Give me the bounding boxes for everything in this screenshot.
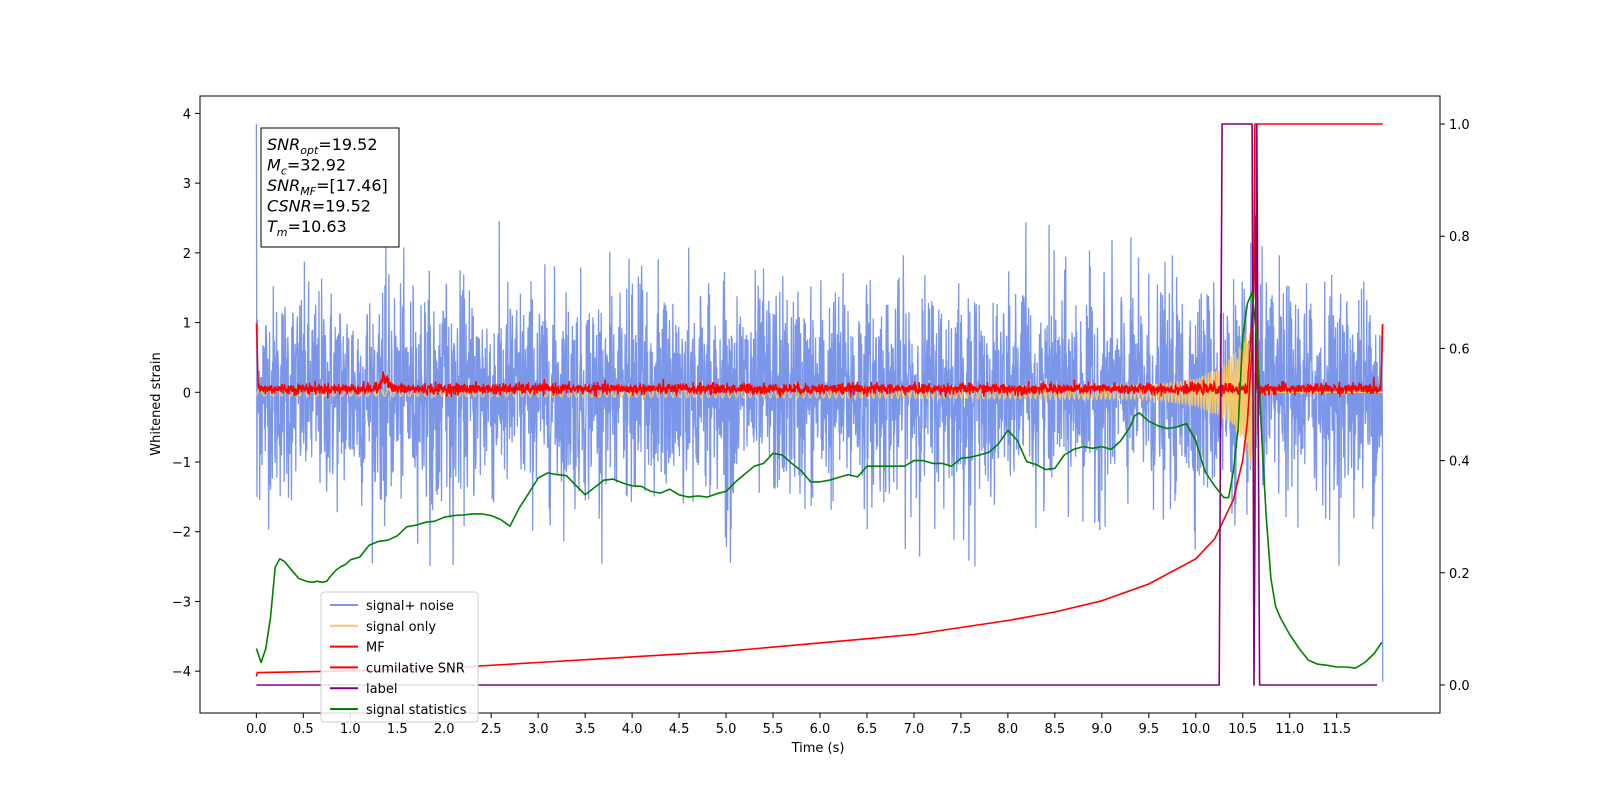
y-right-tick-label: 0.6 [1449, 342, 1470, 357]
x-tick-label: 8.5 [1045, 722, 1066, 737]
series-layer [255, 123, 1384, 686]
y-tick-label: −1 [172, 456, 191, 471]
annotation-line: Mc=32.92 [267, 156, 346, 178]
y-axis-label: Whitened strain [149, 352, 164, 455]
y-right-tick-label: 0.4 [1449, 455, 1470, 470]
y-tick-label: 2 [183, 247, 191, 262]
y-tick-label: 4 [183, 107, 191, 122]
y-tick-label: −4 [172, 665, 191, 680]
x-tick-label: 5.5 [763, 722, 784, 737]
x-tick-label: 0.5 [293, 722, 314, 737]
annotation-line: Tm=10.63 [267, 217, 347, 239]
series-signal-statistics [255, 291, 1383, 669]
x-tick-label: 10.0 [1181, 722, 1210, 737]
y-tick-label: 0 [183, 386, 191, 401]
y-right-tick-label: 0.2 [1449, 567, 1470, 582]
x-tick-label: 6.5 [857, 722, 878, 737]
x-tick-label: 1.5 [387, 722, 408, 737]
y-tick-label: −2 [172, 526, 191, 541]
x-tick-label: 2.5 [481, 722, 502, 737]
y-right-tick-label: 0.0 [1449, 679, 1470, 694]
x-tick-label: 8.0 [998, 722, 1019, 737]
x-tick-label: 4.0 [622, 722, 643, 737]
series-signal-plus-noise [255, 123, 1384, 682]
legend-entry-label: label [366, 682, 397, 697]
x-axis-label: Time (s) [791, 741, 845, 756]
annotation-frame [260, 127, 400, 248]
x-tick-label: 11.0 [1275, 722, 1304, 737]
x-tick-label: 7.5 [951, 722, 972, 737]
y-tick-label: −3 [172, 595, 191, 610]
x-tick-label: 7.0 [904, 722, 925, 737]
annotation-line: SNRopt=19.52 [267, 135, 378, 157]
y-tick-label: 1 [183, 317, 191, 332]
x-tick-label: 4.5 [669, 722, 690, 737]
x-tick-label: 1.0 [340, 722, 361, 737]
legend-entry-label: signal+ noise [366, 599, 454, 614]
series-cumilative-snr [255, 123, 1383, 677]
legend-entry-label: signal only [366, 620, 436, 635]
x-axis: 0.0 0.5 1.0 1.5 2.0 2.5 3.0 3.5 4.0 4.5 5.0 5.5 6.0 6… [246, 713, 1351, 737]
series-mf [255, 215, 1384, 399]
stats-annotation-box: SNRopt=19.52Mc=32.92SNRMF=[17.46]CSNR=19… [260, 127, 400, 248]
x-tick-label: 9.0 [1091, 722, 1112, 737]
x-tick-label: 2.0 [434, 722, 455, 737]
x-tick-label: 6.0 [810, 722, 831, 737]
y-right-tick-label: 0.8 [1449, 230, 1470, 245]
y-right-tick-label: 1.0 [1449, 118, 1470, 133]
x-tick-label: 10.5 [1228, 722, 1257, 737]
x-tick-label: 5.0 [716, 722, 737, 737]
legend: signal+ noise signal only MF cumilative SNR… [320, 591, 479, 723]
y-axis-left: 4 3 2 1 0 −1 −2 −3 −4 [172, 107, 200, 680]
legend-entry-label: signal statistics [366, 703, 467, 718]
y-tick-label: 3 [183, 177, 191, 192]
x-tick-label: 3.0 [528, 722, 549, 737]
x-tick-label: 11.5 [1322, 722, 1351, 737]
legend-frame [320, 591, 479, 723]
x-tick-label: 0.0 [246, 722, 267, 737]
x-tick-label: 3.5 [575, 722, 596, 737]
legend-entry-label: MF [366, 641, 385, 656]
series-label [256, 123, 1378, 686]
y-axis-right: 1.0 0.8 0.6 0.4 0.2 0.0 [1440, 118, 1470, 694]
annotation-line: CSNR=19.52 [267, 197, 371, 216]
legend-entry-label: cumilative SNR [366, 661, 465, 676]
annotation-line: SNRMF=[17.46] [267, 176, 388, 198]
x-tick-label: 9.5 [1138, 722, 1159, 737]
